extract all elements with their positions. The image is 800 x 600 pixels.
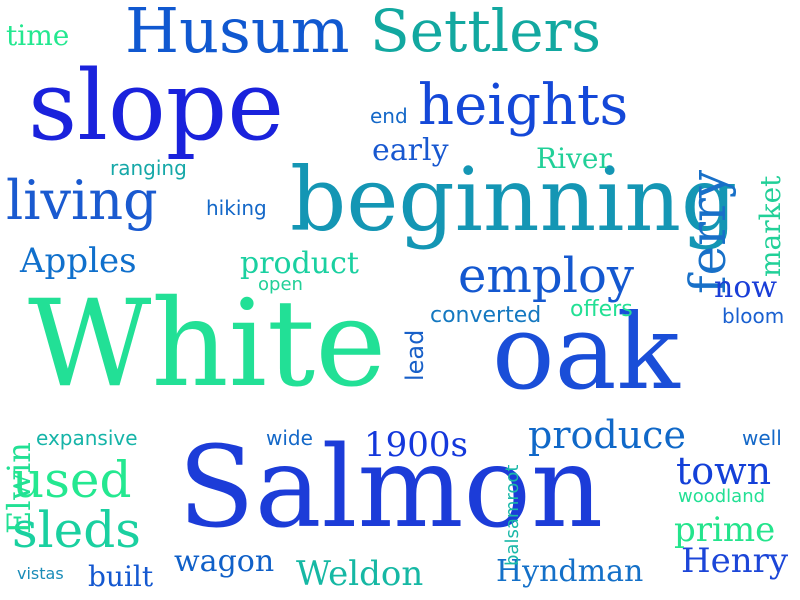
word-elwin: Elwin	[0, 442, 38, 534]
word-wide: wide	[266, 426, 313, 450]
word-1900s: 1900s	[364, 425, 468, 465]
word-wagon: wagon	[174, 544, 275, 579]
word-built: built	[88, 560, 154, 593]
word-time: time	[6, 19, 70, 52]
word-market: market	[754, 175, 787, 277]
word-now: now	[714, 270, 778, 305]
word-hiking: hiking	[206, 196, 267, 220]
word-sleds: sleds	[12, 501, 141, 559]
word-living: living	[6, 169, 158, 232]
word-town: town	[676, 449, 772, 493]
word-early: early	[372, 133, 449, 168]
word-hyndman: Hyndman	[496, 554, 644, 589]
word-produce: produce	[528, 413, 686, 457]
word-henry: Henry	[681, 541, 789, 581]
word-ranging: ranging	[110, 156, 187, 180]
word-employ: employ	[458, 248, 635, 304]
word-husum: Husum	[125, 0, 350, 67]
word-bloom: bloom	[722, 304, 785, 328]
word-salmon: Salmon	[178, 423, 604, 553]
word-expansive: expansive	[36, 426, 138, 450]
word-well: well	[742, 426, 782, 450]
word-white: White	[28, 275, 387, 414]
word-slope: slope	[28, 50, 285, 162]
word-end: end	[370, 104, 408, 128]
word-used: used	[12, 451, 132, 509]
word-river: River	[536, 142, 612, 175]
word-heights: heights	[418, 73, 629, 138]
word-open: open	[258, 274, 303, 295]
word-oak: oak	[492, 291, 680, 413]
word-balsamroot: balsamroot	[502, 464, 523, 567]
word-offers: offers	[570, 297, 633, 322]
word-woodland: woodland	[678, 486, 766, 507]
word-beginning: beginning	[290, 148, 738, 251]
word-vistas: vistas	[17, 564, 64, 583]
word-weldon: Weldon	[296, 554, 424, 594]
word-prime: prime	[674, 510, 776, 550]
word-product: product	[240, 246, 359, 281]
word-converted: converted	[430, 303, 542, 328]
word-lead: lead	[401, 329, 429, 381]
word-apples: Apples	[20, 241, 137, 281]
word-settlers: Settlers	[370, 0, 602, 65]
